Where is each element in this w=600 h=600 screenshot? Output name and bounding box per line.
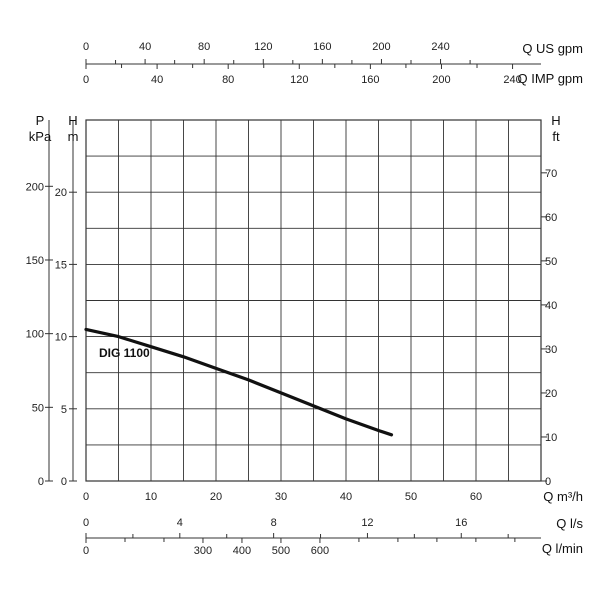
q-q-imp-gpm-tick-label: 120 xyxy=(290,74,308,86)
x-m3h-tick-label: 50 xyxy=(405,491,417,503)
q-q-imp-gpm-tick-label: 0 xyxy=(83,74,89,86)
p-kpa-axis-unit-bottom: kPa xyxy=(29,129,52,144)
q-q-l-s-axis-unit: Q l/s xyxy=(556,516,583,531)
h-m-tick-label: 0 xyxy=(61,476,67,488)
x-m3h-tick-label: 40 xyxy=(340,491,352,503)
chart-grid xyxy=(85,119,542,482)
q-q-imp-gpm-tick-label: 200 xyxy=(432,74,450,86)
q-q-l-min-tick-label: 0 xyxy=(83,545,89,557)
q-q-us-gpm-tick-label: 80 xyxy=(198,41,210,53)
q-q-us-gpm-axis-unit: Q US gpm xyxy=(522,41,583,56)
x-m3h-axis-unit: Q m³/h xyxy=(543,489,583,504)
h-m-axis-unit-bottom: m xyxy=(68,129,79,144)
p-kpa-tick-label: 0 xyxy=(38,476,44,488)
h-ft-tick-label: 50 xyxy=(545,256,557,268)
q-q-imp-gpm-tick-label: 40 xyxy=(151,74,163,86)
q-q-l-min-tick-label: 600 xyxy=(311,545,329,557)
h-ft-tick-label: 40 xyxy=(545,300,557,312)
q-q-l-s-tick-label: 16 xyxy=(455,517,467,529)
p-kpa-tick-label: 150 xyxy=(26,255,44,267)
top-flow-axes: 0 40 80 120 160 200 240 Q US gpm 0 40 80 120 160 200 2… xyxy=(83,41,583,86)
x-m3h-tick-label: 10 xyxy=(145,491,157,503)
h-ft-tick-label: 70 xyxy=(545,168,557,180)
q-q-us-gpm-tick-label: 120 xyxy=(254,41,272,53)
q-q-l-min-tick-label: 500 xyxy=(272,545,290,557)
q-q-us-gpm-tick-label: 240 xyxy=(431,41,449,53)
h-ft-tick-label: 20 xyxy=(545,388,557,400)
x-m3h-tick-label: 20 xyxy=(210,491,222,503)
x-m3h-tick-label: 0 xyxy=(83,491,89,503)
q-q-imp-gpm-tick-label: 160 xyxy=(361,74,379,86)
pump-curve-dig-1100 xyxy=(84,327,394,437)
h-m-tick-label: 20 xyxy=(55,187,67,199)
h-m-tick-label: 5 xyxy=(61,404,67,416)
p-kpa-tick-label: 50 xyxy=(32,402,44,414)
h-ft-tick-label: 30 xyxy=(545,344,557,356)
pump-curves: DIG 1100 xyxy=(84,327,394,437)
q-q-l-min-axis-unit: Q l/min xyxy=(542,541,583,556)
q-q-imp-gpm-tick-label: 80 xyxy=(222,74,234,86)
h-ft-tick-label: 0 xyxy=(545,476,551,488)
h-ft-axis-unit-bottom: ft xyxy=(552,129,560,144)
q-q-us-gpm-tick-label: 0 xyxy=(83,41,89,53)
q-q-l-min-tick-label: 400 xyxy=(233,545,251,557)
p-kpa-tick-label: 100 xyxy=(26,329,44,341)
h-m-axis-unit-top: H xyxy=(68,113,77,128)
right-head-ft-axis: Hft 0 10 20 30 40 50 60 70 xyxy=(541,113,561,488)
h-ft-axis-unit-top: H xyxy=(551,113,560,128)
p-kpa-tick-label: 200 xyxy=(26,181,44,193)
q-q-l-s-tick-label: 4 xyxy=(177,517,183,529)
x-m3h-tick-label: 60 xyxy=(470,491,482,503)
q-q-l-s-tick-label: 12 xyxy=(361,517,373,529)
h-m-tick-label: 10 xyxy=(55,332,67,344)
bottom-flow-axes: 0 10 20 30 40 50 60 Q m³/h 0 4 8 12 16 Q l/s 0 300 400 50… xyxy=(83,489,584,557)
q-q-l-s-tick-label: 8 xyxy=(271,517,277,529)
q-q-us-gpm-tick-label: 160 xyxy=(313,41,331,53)
pump-curve-label: DIG 1100 xyxy=(99,346,150,360)
q-q-l-s-tick-label: 0 xyxy=(83,517,89,529)
q-q-imp-gpm-tick-label: 240 xyxy=(503,74,521,86)
q-q-us-gpm-tick-label: 200 xyxy=(372,41,390,53)
q-q-imp-gpm-axis-unit: Q IMP gpm xyxy=(517,71,583,86)
q-q-l-min-tick-label: 300 xyxy=(194,545,212,557)
q-q-us-gpm-tick-label: 40 xyxy=(139,41,151,53)
h-ft-tick-label: 10 xyxy=(545,432,557,444)
x-m3h-tick-label: 30 xyxy=(275,491,287,503)
p-kpa-axis-unit-top: P xyxy=(36,113,45,128)
h-ft-tick-label: 60 xyxy=(545,212,557,224)
h-m-tick-label: 15 xyxy=(55,259,67,271)
